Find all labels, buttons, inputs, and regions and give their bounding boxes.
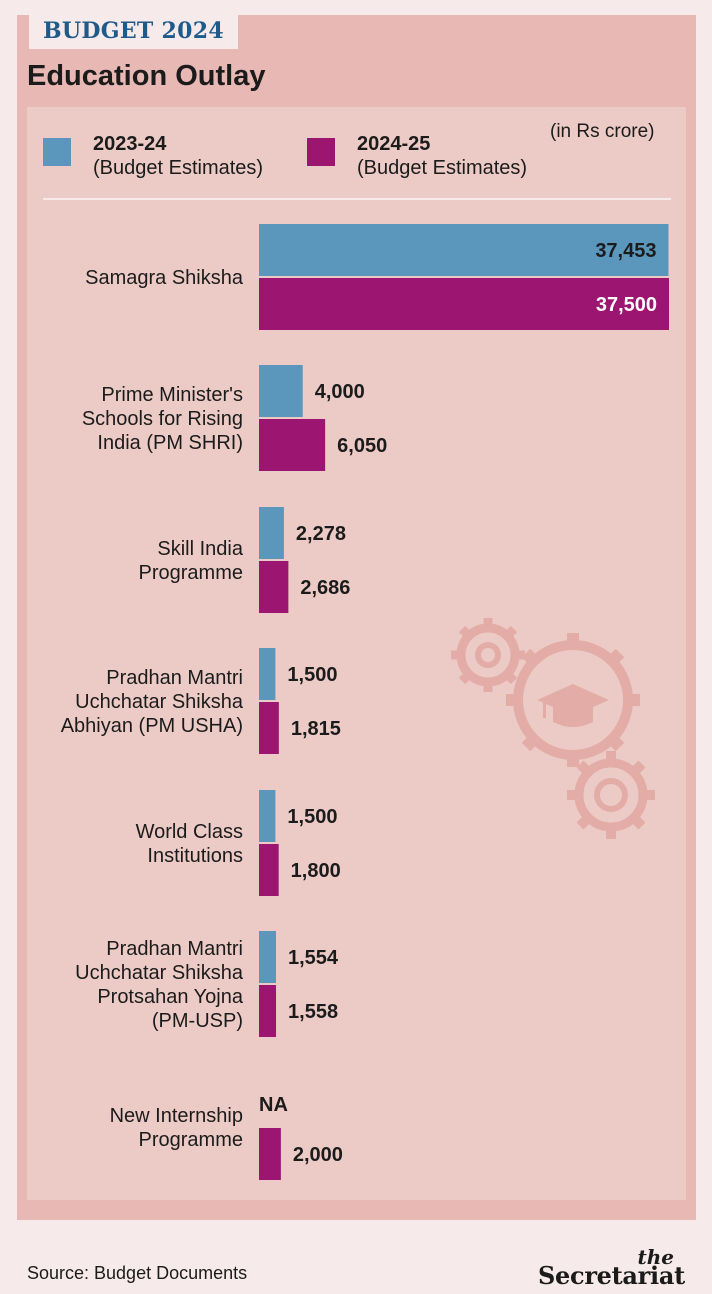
legend-swatch-2023-24: [43, 138, 71, 166]
category-label-line: Prime Minister's: [101, 384, 243, 406]
legend-year: 2023-24: [93, 133, 167, 155]
value-label: 2,686: [300, 577, 350, 599]
value-label: 1,800: [291, 860, 341, 882]
bar-2023-24: [259, 790, 276, 842]
category-label-line: Uchchatar Shiksha: [75, 962, 244, 984]
category-label: New Internship Programme: [110, 1105, 243, 1151]
chart-title: Education Outlay: [27, 60, 266, 92]
value-label: 1,554: [288, 947, 339, 969]
legend-swatch-2024-25: [307, 138, 335, 166]
category-label-line: Protsahan Yojna: [97, 986, 244, 1008]
budget-tag: BUDGET 2024: [29, 13, 238, 49]
bar-2024-25: [259, 1128, 281, 1180]
category-label: World Class Institutions: [136, 821, 243, 867]
value-label: 2,278: [296, 523, 346, 545]
category-label-line: Institutions: [147, 845, 243, 867]
small-gear-icon: [451, 618, 525, 692]
bar-2024-25: [259, 985, 277, 1037]
category-label: Samagra Shiksha: [85, 267, 244, 289]
value-label: 37,500: [596, 294, 657, 316]
category-label-line: Samagra Shiksha: [85, 267, 244, 289]
lower-gear-icon: [567, 751, 655, 839]
value-label: 4,000: [315, 381, 365, 403]
category-label-line: World Class: [136, 821, 243, 843]
legend-item-2023-24: 2023-24 (Budget Estimates): [43, 132, 263, 180]
bar-2024-25: [259, 278, 669, 330]
unit-note: (in Rs crore): [550, 121, 655, 142]
bar-2023-24: [259, 224, 669, 276]
category-label-line: Schools for Rising: [82, 408, 243, 430]
bar-2024-25: [259, 702, 279, 754]
category-label-line: Abhiyan (PM USHA): [61, 715, 243, 737]
gears-illustration: [451, 618, 655, 839]
value-label: 1,815: [291, 718, 341, 740]
brand-name: Secretariat: [538, 1261, 685, 1290]
value-label: 6,050: [337, 435, 387, 457]
legend-divider: [43, 198, 671, 200]
legend-year: 2024-25: [357, 133, 431, 155]
bar-2024-25: [259, 419, 326, 471]
category-label: Prime Minister's Schools for Rising India …: [82, 384, 243, 454]
value-label: 1,500: [287, 806, 337, 828]
bar-2023-24: [259, 931, 276, 983]
value-label: 1,500: [287, 664, 337, 686]
value-label: 1,558: [288, 1001, 338, 1023]
category-label-line: (PM-USP): [152, 1010, 243, 1032]
brand-the: the: [637, 1245, 674, 1269]
category-label-line: New Internship: [110, 1105, 243, 1127]
value-label: 2,000: [293, 1144, 343, 1166]
bar-2023-24: [259, 507, 284, 559]
value-label: 37,453: [595, 240, 656, 262]
legend-item-2024-25: 2024-25 (Budget Estimates): [307, 132, 527, 180]
bar-2024-25: [259, 561, 289, 613]
category-label-line: Skill India: [157, 538, 243, 560]
source-note: Source: Budget Documents: [27, 1263, 248, 1283]
category-label-line: Uchchatar Shiksha: [75, 691, 244, 713]
na-label: NA: [259, 1094, 288, 1116]
category-label-line: Pradhan Mantri: [106, 667, 243, 689]
legend-subtitle: (Budget Estimates): [93, 157, 264, 179]
bars-layer: Samagra Shiksha 37,453 37,500 Prime Ministe…: [61, 224, 669, 1180]
category-label: Skill India Programme: [139, 538, 244, 584]
bar-2024-25: [259, 844, 279, 896]
category-label-line: Pradhan Mantri: [106, 938, 243, 960]
category-label-line: India (PM SHRI): [97, 432, 243, 454]
graduation-cap-icon: [537, 684, 609, 727]
bar-2023-24: [259, 365, 303, 417]
legend-subtitle: (Budget Estimates): [357, 157, 528, 179]
category-label-line: Programme: [139, 1129, 243, 1151]
brand-logo: the Secretariat: [538, 1245, 698, 1290]
big-gear-icon: [506, 633, 640, 767]
category-label: Pradhan Mantri Uchchatar Shiksha Protsahan…: [75, 938, 244, 1032]
category-label: Pradhan Mantri Uchchatar Shiksha Abhiyan (…: [61, 667, 244, 737]
category-label-line: Programme: [139, 562, 243, 584]
bar-2023-24: [259, 648, 276, 700]
